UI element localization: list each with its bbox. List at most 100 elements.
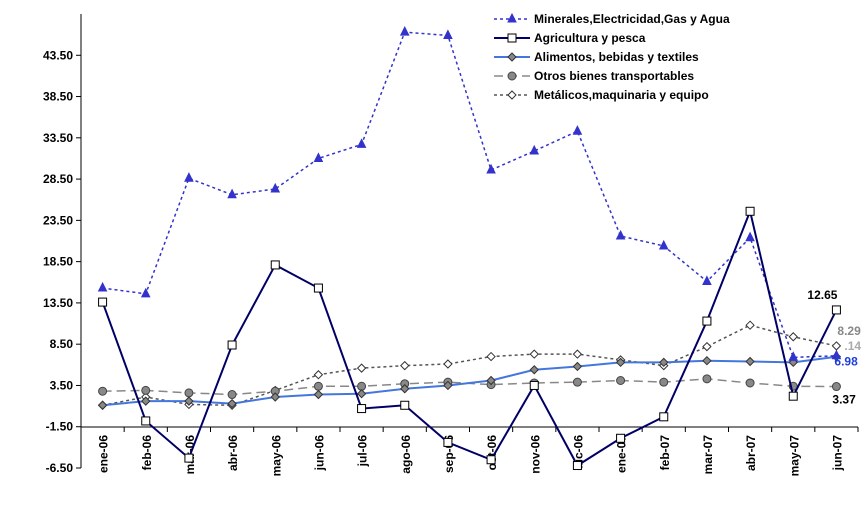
marker-diamond bbox=[443, 380, 453, 391]
marker-triangle bbox=[529, 144, 540, 155]
marker-triangle bbox=[313, 152, 324, 162]
marker-square bbox=[486, 455, 496, 465]
marker-square bbox=[400, 400, 410, 410]
marker-triangle bbox=[270, 182, 281, 193]
marker-triangle bbox=[572, 125, 583, 135]
marker-open-diamond bbox=[356, 363, 367, 373]
legend-label: Metálicos,maquinaria y equipo bbox=[534, 88, 709, 102]
y-tick-label: 13.50 bbox=[43, 296, 73, 310]
marker-open-diamond bbox=[486, 351, 496, 362]
x-tick-label: mar-07 bbox=[701, 435, 715, 475]
marker-open-diamond bbox=[313, 370, 324, 380]
marker-diamond bbox=[313, 389, 324, 400]
marker-square bbox=[702, 316, 712, 326]
marker-open-diamond bbox=[529, 349, 539, 359]
marker-square bbox=[788, 391, 798, 401]
end-value-label: 8.29 bbox=[837, 324, 861, 338]
marker-triangle bbox=[745, 231, 755, 242]
y-tick-label: 23.50 bbox=[43, 213, 73, 227]
marker-diamond bbox=[400, 384, 410, 394]
x-tick-label: abr-06 bbox=[226, 435, 240, 471]
marker-square bbox=[270, 260, 280, 270]
series-1 bbox=[98, 206, 841, 471]
marker-triangle bbox=[658, 239, 669, 250]
marker-open-diamond bbox=[507, 90, 517, 100]
marker-triangle bbox=[97, 281, 108, 292]
series-layer bbox=[97, 26, 842, 471]
y-tick-label: 8.50 bbox=[50, 337, 74, 351]
legend-label: Agricultura y pesca bbox=[534, 31, 646, 45]
marker-diamond bbox=[572, 361, 583, 372]
marker-open-diamond bbox=[572, 349, 583, 359]
x-tick-label: jul-06 bbox=[356, 435, 370, 468]
marker-square bbox=[572, 461, 582, 471]
x-tick-label: nov-06 bbox=[528, 435, 542, 474]
marker-square bbox=[659, 412, 669, 422]
x-tick-label: feb-06 bbox=[140, 435, 154, 471]
marker-triangle bbox=[788, 351, 799, 361]
x-tick-label: ene-07 bbox=[615, 435, 629, 473]
marker-square bbox=[98, 297, 108, 307]
x-tick-label: feb-07 bbox=[658, 435, 672, 471]
x-tick-label: abr-07 bbox=[744, 435, 758, 471]
marker-diamond bbox=[227, 398, 237, 409]
marker-diamond bbox=[486, 375, 496, 386]
marker-diamond bbox=[659, 357, 669, 368]
x-tick-label: jun-07 bbox=[830, 435, 844, 472]
x-tick-label: oct-06 bbox=[485, 435, 499, 471]
y-axis-ticks: 43.50 38.50 33.50 28.50 23.50 18.50 13.50 8.50 3… bbox=[43, 48, 81, 475]
legend: Minerales,Electricidad,Gas y Agua Agricul… bbox=[494, 12, 730, 102]
marker-triangle bbox=[140, 287, 151, 298]
y-tick-label: 28.50 bbox=[43, 172, 73, 186]
marker-square bbox=[831, 305, 841, 315]
marker-open-diamond bbox=[702, 341, 712, 352]
marker-square bbox=[529, 380, 539, 390]
legend-item: Minerales,Electricidad,Gas y Agua bbox=[494, 12, 730, 26]
marker-diamond bbox=[97, 400, 108, 410]
marker-diamond bbox=[529, 365, 539, 375]
marker-circle bbox=[98, 386, 108, 396]
marker-triangle bbox=[702, 275, 712, 285]
series-line bbox=[102, 31, 837, 359]
marker-circle bbox=[507, 71, 517, 81]
marker-open-diamond bbox=[831, 341, 842, 351]
marker-open-diamond bbox=[400, 360, 410, 371]
y-tick-label: 3.50 bbox=[50, 378, 74, 392]
marker-square bbox=[313, 283, 323, 293]
marker-diamond bbox=[507, 52, 517, 62]
marker-circle bbox=[745, 378, 755, 388]
marker-triangle bbox=[399, 26, 410, 36]
marker-open-diamond bbox=[788, 332, 798, 342]
marker-open-diamond bbox=[443, 359, 453, 369]
marker-diamond bbox=[745, 356, 755, 367]
marker-square bbox=[616, 433, 626, 443]
end-labels: 12.65 8.29.14 6.98 3.37 bbox=[807, 288, 861, 407]
series-3 bbox=[98, 374, 841, 400]
marker-diamond bbox=[702, 355, 712, 366]
marker-diamond bbox=[184, 396, 194, 406]
marker-triangle bbox=[507, 12, 517, 23]
y-tick-label: -6.50 bbox=[46, 461, 74, 475]
marker-triangle bbox=[831, 349, 842, 360]
marker-square bbox=[184, 453, 194, 463]
y-tick-label: 33.50 bbox=[43, 131, 73, 145]
marker-triangle bbox=[184, 172, 194, 182]
end-value-label: 6.98 bbox=[834, 355, 858, 369]
marker-square bbox=[507, 33, 517, 43]
series-line bbox=[102, 378, 837, 396]
legend-label: Otros bienes transportables bbox=[534, 69, 694, 83]
marker-circle bbox=[831, 382, 841, 392]
marker-triangle bbox=[486, 163, 496, 174]
y-tick-label: 38.50 bbox=[43, 90, 73, 104]
series-line bbox=[101, 207, 838, 467]
axes bbox=[80, 14, 858, 468]
legend-label: Minerales,Electricidad,Gas y Agua bbox=[534, 12, 730, 26]
marker-circle bbox=[184, 388, 194, 398]
y-tick-label: 18.50 bbox=[43, 255, 73, 269]
series-0 bbox=[97, 26, 842, 361]
marker-square bbox=[745, 206, 755, 216]
marker-diamond bbox=[270, 392, 280, 402]
end-value-label: 3.37 bbox=[832, 393, 856, 407]
